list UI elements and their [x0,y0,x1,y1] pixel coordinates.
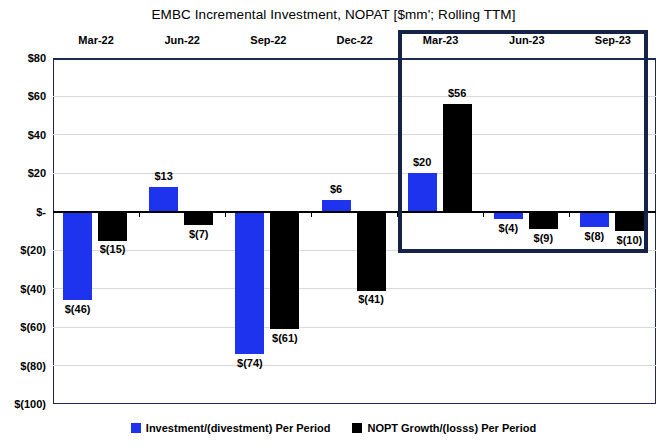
bar-nopat-Mar-22 [98,212,127,241]
legend-item-investment: Investment/(divestment) Per Period [131,422,331,434]
gridline [53,327,656,328]
data-label-nopat-Jun-22: $(7) [167,228,231,241]
legend-label-nopat: NOPT Growth/(losss) Per Period [367,422,536,434]
category-label: Sep-23 [570,33,656,47]
category-label: Mar-23 [398,33,484,47]
y-axis-label: $- [0,205,46,219]
legend: Investment/(divestment) Per Period NOPT G… [0,420,667,436]
y-axis-label: $(60) [0,320,46,334]
gridline [53,365,656,366]
category-label: Dec-22 [312,33,398,47]
legend-swatch-nopat [352,423,362,433]
y-axis-label: $40 [0,128,46,142]
axis-tick [225,212,226,217]
data-label-investment-Dec-22: $6 [304,183,368,196]
category-label: Sep-22 [225,33,311,47]
category-label: Jun-23 [484,33,570,47]
data-label-investment-Sep-22: $(74) [218,357,282,370]
bar-nopat-Dec-22 [357,212,386,291]
axis-tick [311,212,312,217]
chart-title: EMBC Incremental Investment, NOPAT [$mm'… [0,7,667,22]
legend-item-nopat: NOPT Growth/(losss) Per Period [352,422,536,434]
data-label-nopat-Mar-22: $(15) [81,243,145,256]
y-axis-label: $80 [0,51,46,65]
legend-label-investment: Investment/(divestment) Per Period [146,422,331,434]
highlight-box-2023 [398,30,648,253]
y-axis-label: $(80) [0,359,46,373]
y-axis-label: $60 [0,89,46,103]
category-label: Mar-22 [53,33,139,47]
y-axis-label: $(40) [0,282,46,296]
category-label: Jun-22 [139,33,225,47]
axis-tick [139,212,140,217]
bar-nopat-Sep-22 [270,212,299,329]
bar-investment-Jun-22 [149,187,178,212]
y-axis-label: $20 [0,166,46,180]
data-label-nopat-Dec-22: $(41) [339,293,403,306]
bar-nopat-Jun-22 [184,212,213,226]
legend-swatch-investment [131,423,141,433]
y-axis-label: $(100) [0,397,46,411]
y-axis-label: $(20) [0,243,46,257]
data-label-nopat-Sep-22: $(61) [253,332,317,345]
data-label-investment-Mar-22: $(46) [46,303,110,316]
gridline [53,288,656,289]
data-label-investment-Jun-22: $13 [132,170,196,183]
